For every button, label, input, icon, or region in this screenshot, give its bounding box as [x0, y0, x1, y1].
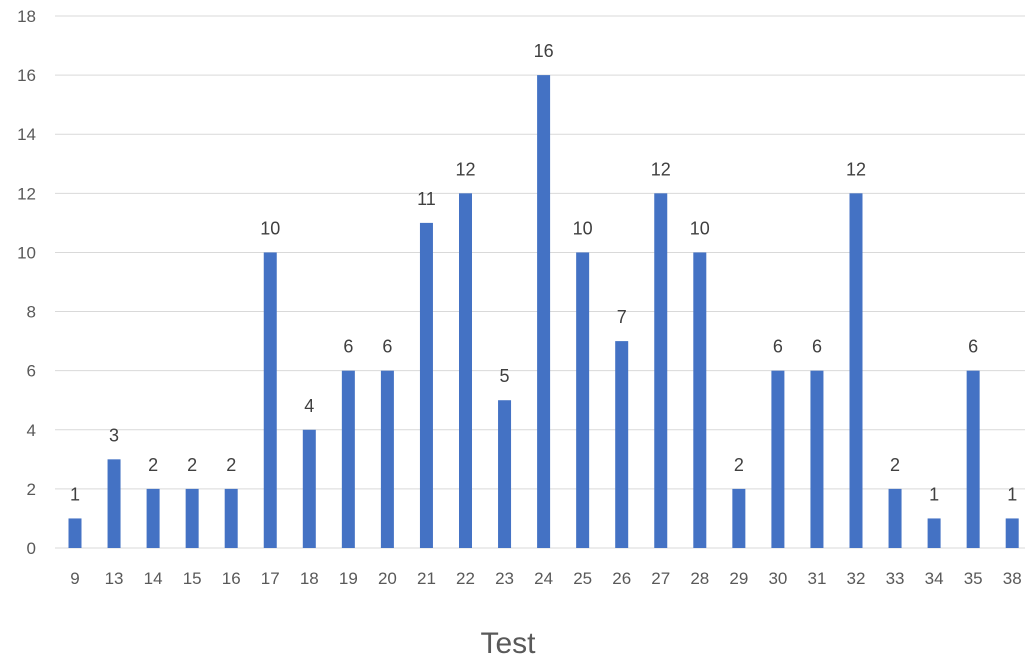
- x-tick-label-25: 25: [573, 569, 592, 588]
- x-tick-label-20: 20: [378, 569, 397, 588]
- data-label-21: 11: [417, 189, 436, 209]
- data-label-28: 10: [690, 218, 710, 238]
- x-tick-label-22: 22: [456, 569, 475, 588]
- data-label-16: 2: [226, 455, 236, 475]
- bar-24: [537, 75, 551, 548]
- y-tick-label-18: 18: [17, 7, 36, 26]
- y-axis-ticks: 0 2 4 6 8 10 12 14 16 18: [17, 7, 36, 558]
- y-tick-label-14: 14: [17, 125, 36, 144]
- bar-35: [966, 370, 980, 548]
- data-label-27: 12: [651, 159, 671, 179]
- x-axis-ticks: 9 13 14 15 16 17 18 19 20 21 22 23 24 25 26 27 28 29 30 31 3…: [70, 569, 1021, 588]
- data-label-34: 1: [929, 484, 939, 504]
- bar-21: [419, 222, 433, 548]
- data-label-22: 12: [455, 159, 475, 179]
- x-tick-label-9: 9: [70, 569, 79, 588]
- bar-22: [459, 193, 472, 549]
- data-label-38: 1: [1007, 484, 1017, 504]
- x-tick-label-13: 13: [105, 569, 124, 588]
- bar-30: [771, 370, 785, 548]
- data-label-25: 10: [573, 218, 593, 238]
- x-tick-label-29: 29: [729, 569, 748, 588]
- x-tick-label-33: 33: [886, 569, 905, 588]
- x-tick-label-31: 31: [807, 569, 826, 588]
- data-label-19: 6: [343, 337, 353, 357]
- bar-33: [888, 488, 902, 548]
- bars: [68, 75, 1019, 549]
- x-tick-label-28: 28: [690, 569, 709, 588]
- x-tick-label-26: 26: [612, 569, 631, 588]
- bar-32: [849, 193, 863, 549]
- data-label-13: 3: [109, 425, 119, 445]
- data-label-15: 2: [187, 455, 197, 475]
- x-tick-label-19: 19: [339, 569, 358, 588]
- x-tick-label-21: 21: [417, 569, 436, 588]
- x-tick-label-30: 30: [768, 569, 787, 588]
- data-label-33: 2: [890, 455, 900, 475]
- data-label-18: 4: [304, 396, 314, 416]
- bar-25: [576, 252, 590, 548]
- bar-13: [107, 459, 121, 548]
- bar-26: [615, 341, 629, 548]
- data-label-9: 1: [70, 484, 80, 504]
- bar-27: [654, 193, 668, 549]
- bar-16: [224, 488, 238, 548]
- data-label-30: 6: [773, 337, 783, 357]
- data-label-31: 6: [812, 337, 822, 357]
- bar-23: [498, 400, 512, 548]
- bar-20: [380, 370, 394, 548]
- data-label-26: 7: [617, 307, 627, 327]
- x-tick-label-27: 27: [651, 569, 670, 588]
- bar-38: [1005, 518, 1019, 548]
- bar-14: [146, 488, 160, 548]
- bar-18: [302, 429, 316, 548]
- bar-34: [927, 518, 941, 548]
- y-tick-label-16: 16: [17, 66, 36, 85]
- y-tick-label-10: 10: [17, 243, 36, 262]
- y-tick-label-6: 6: [27, 362, 36, 381]
- bar-17: [263, 252, 277, 548]
- x-tick-label-34: 34: [925, 569, 944, 588]
- data-label-35: 6: [968, 337, 978, 357]
- data-label-20: 6: [382, 337, 392, 357]
- x-tick-label-16: 16: [222, 569, 241, 588]
- x-tick-label-15: 15: [183, 569, 202, 588]
- bar-19: [341, 370, 355, 548]
- x-tick-label-17: 17: [261, 569, 280, 588]
- x-tick-label-23: 23: [495, 569, 514, 588]
- x-tick-label-18: 18: [300, 569, 319, 588]
- y-tick-label-2: 2: [27, 480, 36, 499]
- x-tick-label-35: 35: [964, 569, 983, 588]
- x-axis-title: Test: [480, 627, 536, 658]
- y-tick-label-4: 4: [27, 421, 36, 440]
- data-label-29: 2: [734, 455, 744, 475]
- data-label-17: 10: [260, 218, 280, 238]
- bar-15: [185, 488, 199, 548]
- bar-9: [68, 518, 82, 548]
- y-tick-label-0: 0: [27, 539, 36, 558]
- x-tick-label-32: 32: [847, 569, 866, 588]
- y-tick-label-12: 12: [17, 184, 36, 203]
- x-tick-label-14: 14: [144, 569, 163, 588]
- bar-28: [693, 252, 707, 548]
- data-label-24: 16: [534, 41, 554, 61]
- data-label-32: 12: [846, 159, 866, 179]
- data-label-14: 2: [148, 455, 158, 475]
- data-label-23: 5: [500, 366, 510, 386]
- x-tick-label-38: 38: [1003, 569, 1022, 588]
- x-tick-label-24: 24: [534, 569, 553, 588]
- y-tick-label-8: 8: [27, 303, 36, 322]
- bar-29: [732, 488, 746, 548]
- bar-31: [810, 370, 824, 548]
